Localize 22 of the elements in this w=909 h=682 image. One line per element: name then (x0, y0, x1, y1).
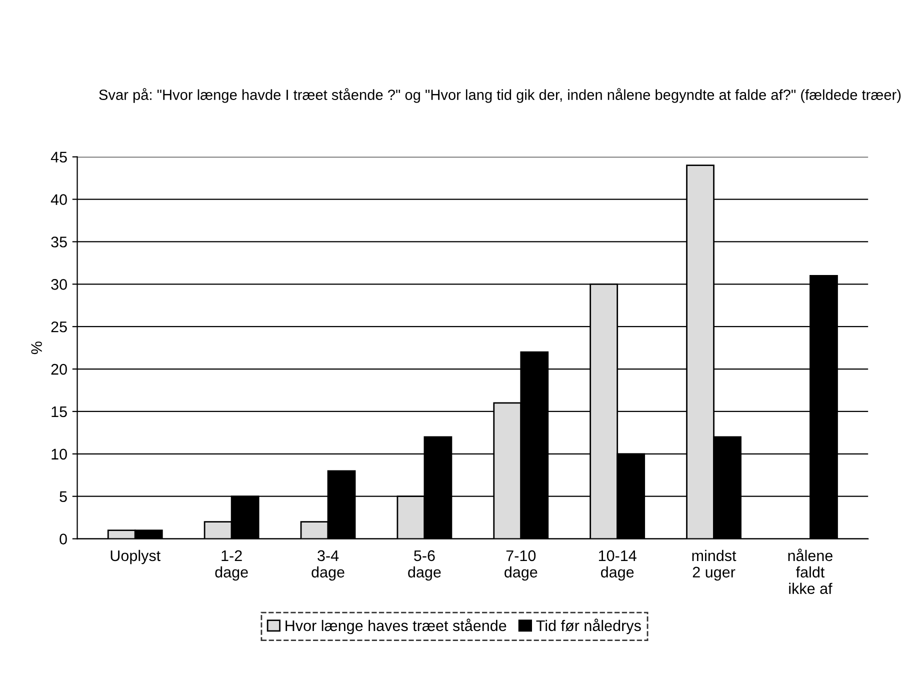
x-tick-label: Uoplyst (110, 550, 160, 564)
y-tick-label: 45 (50, 152, 67, 163)
chart-title: Svar på: "Hvor længe havde I træet stående ?" og "Hvor lang tid gik der, inden nålene begyndte at falde af?" (fældede træer) (99, 88, 901, 103)
y-tick-label: 40 (50, 194, 67, 205)
legend-label: Hvor længe haves træet stående (286, 618, 506, 634)
legend-label: Tid før nåledrys (536, 618, 641, 634)
y-tick-label: 0 (60, 534, 67, 544)
x-tick-label: 7-10 dage (504, 550, 538, 581)
y-tick-label: 20 (51, 364, 67, 375)
y-tick-label: 35 (51, 236, 67, 248)
x-tick-label: 3-4 dage (312, 550, 344, 581)
x-tick-label: mindst 2 uger (692, 550, 736, 581)
y-axis-title: % (31, 342, 42, 354)
x-tick-label: 1-2 dage (215, 550, 248, 581)
x-tick-label: 10-14 dage (598, 550, 636, 581)
y-tick-label: 5 (60, 491, 67, 502)
y-tick-label: 10 (52, 448, 67, 460)
y-tick-label: 25 (51, 321, 67, 332)
x-tick-label: 5-6 dage (408, 550, 441, 581)
y-tick-label: 30 (51, 279, 67, 290)
y-tick-label: 15 (52, 406, 67, 418)
x-tick-label: nålene faldt ikke af (788, 548, 832, 594)
